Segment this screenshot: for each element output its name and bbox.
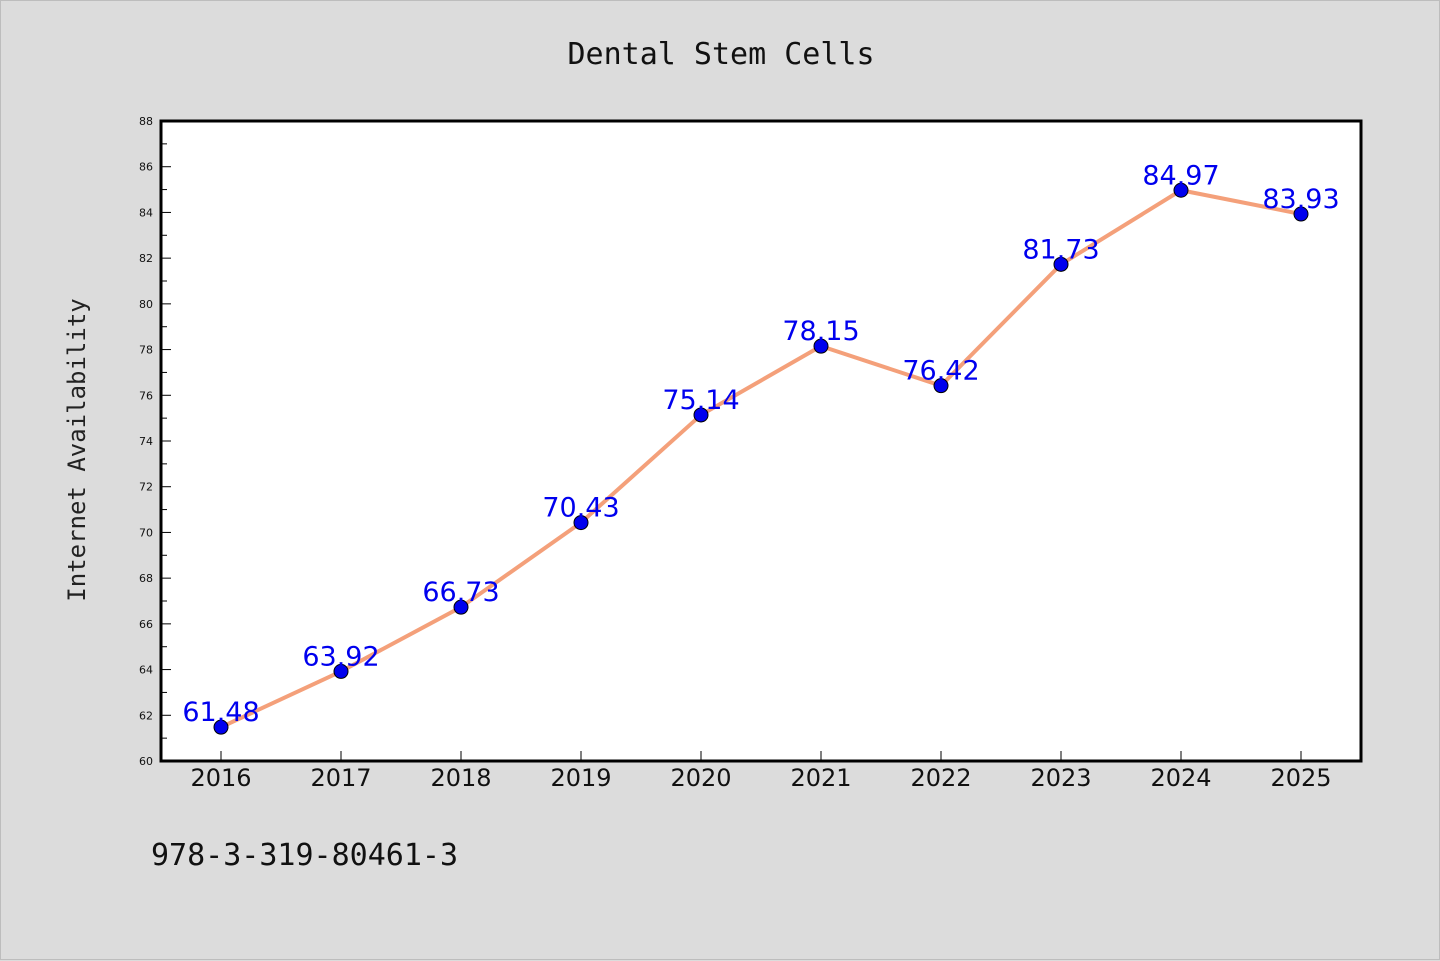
y-tick-label: 78 [139, 344, 153, 357]
y-tick-label: 60 [139, 755, 153, 768]
y-tick-label: 74 [139, 435, 153, 448]
y-tick-label: 84 [139, 206, 153, 219]
footer-code: 978-3-319-80461-3 [151, 838, 458, 873]
x-tick-label: 2023 [1030, 764, 1091, 792]
y-axis: 60 62 64 66 68 70 72 74 76 78 80 82 84 86 88 [139, 115, 171, 768]
data-label: 66.73 [422, 577, 499, 608]
x-tick-label: 2017 [310, 764, 371, 792]
data-point [1053, 256, 1069, 272]
series-group: 61.48 63.92 66.73 70.43 75.14 78.15 76.42 81.73… [182, 160, 1340, 735]
data-label: 63.92 [302, 641, 379, 672]
data-label: 78.15 [782, 316, 859, 347]
data-point [1173, 182, 1189, 198]
x-tick-label: 2025 [1270, 764, 1331, 792]
plot-area [159, 119, 1363, 763]
x-tick-label: 2018 [430, 764, 491, 792]
x-tick-label: 2022 [910, 764, 971, 792]
data-point [213, 719, 229, 735]
chart-title: Dental Stem Cells [567, 37, 874, 72]
data-point [573, 515, 589, 531]
x-tick-label: 2024 [1150, 764, 1211, 792]
y-tick-label: 88 [139, 115, 153, 128]
data-point [813, 338, 829, 354]
data-point [453, 599, 469, 615]
x-tick-label: 2016 [190, 764, 251, 792]
data-point [333, 663, 349, 679]
y-tick-label: 82 [139, 252, 153, 265]
x-tick-label: 2020 [670, 764, 731, 792]
y-axis-label: Internet Availability [63, 298, 91, 601]
y-tick-label: 68 [139, 572, 153, 585]
y-tick-label: 62 [139, 709, 153, 722]
y-tick-label: 80 [139, 298, 153, 311]
data-label: 76.42 [902, 356, 979, 387]
y-tick-label: 86 [139, 161, 153, 174]
data-point [1293, 206, 1309, 222]
y-tick-label: 66 [139, 618, 153, 631]
series-line [220, 188, 1302, 729]
y-tick-label: 64 [139, 664, 153, 677]
x-axis: 2016 2017 2018 2019 2020 2021 2022 2023 2024 2025 [190, 751, 1332, 792]
y-tick-label: 76 [139, 389, 153, 402]
data-label: 81.73 [1022, 234, 1099, 265]
data-point [693, 407, 709, 423]
x-tick-label: 2021 [790, 764, 851, 792]
data-label: 70.43 [542, 493, 619, 524]
y-tick-label: 70 [139, 526, 153, 539]
data-label: 83.93 [1262, 184, 1339, 215]
x-tick-label: 2019 [550, 764, 611, 792]
data-label: 84.97 [1142, 160, 1219, 191]
data-point [933, 378, 949, 394]
y-tick-label: 72 [139, 481, 153, 494]
data-label: 61.48 [182, 697, 259, 728]
data-label: 75.14 [662, 385, 739, 416]
